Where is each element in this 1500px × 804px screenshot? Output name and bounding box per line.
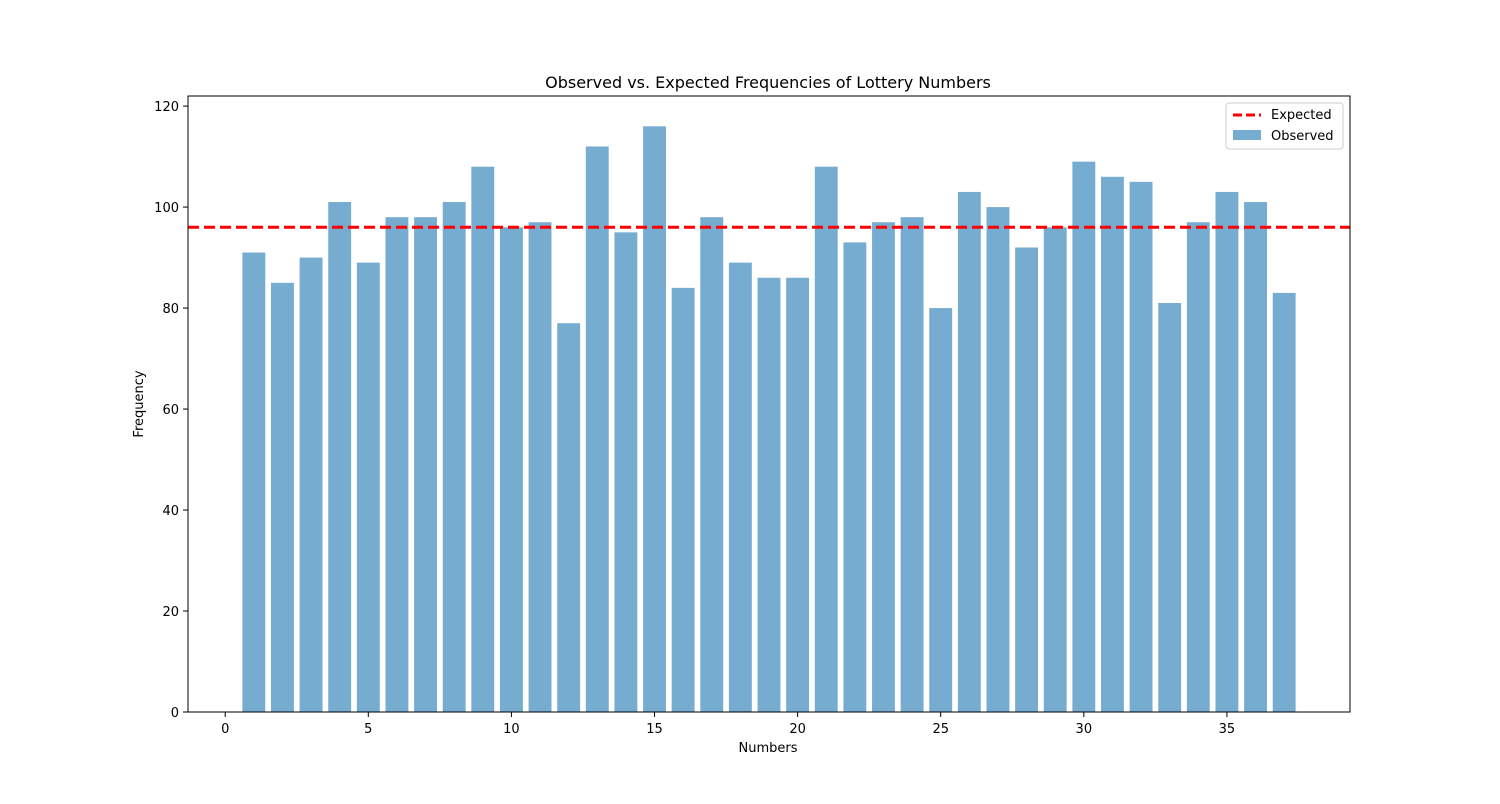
x-axis-ticks: 0 5 10 15 20 25 30 35 — [221, 712, 1235, 737]
y-tick-label-100: 100 — [154, 201, 179, 216]
bar-number-25 — [929, 308, 953, 712]
bar-number-28 — [1015, 247, 1039, 713]
y-tick-label-60: 60 — [162, 403, 179, 418]
bar-number-35 — [1215, 191, 1239, 712]
plot-frame — [187, 95, 1351, 713]
y-tick-label-0: 0 — [171, 706, 179, 721]
bar-number-37 — [1272, 292, 1296, 712]
x-tick-label-15: 15 — [646, 722, 663, 737]
bar-number-21 — [814, 166, 838, 712]
bar-number-2 — [271, 282, 294, 712]
legend-observed-label: Observed — [1271, 129, 1334, 144]
bar-number-6 — [385, 217, 409, 712]
bar-number-17 — [700, 217, 724, 712]
bar-number-33 — [1158, 303, 1182, 712]
bar-number-11 — [528, 222, 552, 713]
y-axis-ticks: 0 20 40 60 80 100 120 — [154, 100, 188, 721]
bar-number-22 — [843, 242, 867, 712]
chart-title: Observed vs. Expected Frequencies of Lot… — [545, 73, 991, 92]
legend-observed-swatch — [1233, 130, 1261, 140]
x-tick-label-10: 10 — [503, 722, 520, 737]
x-tick-label-20: 20 — [789, 722, 806, 737]
x-axis-label: Numbers — [739, 741, 798, 756]
bar-number-18 — [728, 262, 752, 712]
bar-number-36 — [1244, 202, 1267, 712]
bar-number-7 — [414, 217, 437, 712]
y-tick-label-20: 20 — [162, 605, 179, 620]
x-tick-label-5: 5 — [364, 722, 372, 737]
y-axis-label: Frequency — [132, 370, 147, 437]
bar-number-29 — [1043, 227, 1067, 712]
bar-number-15 — [643, 126, 666, 713]
bar-number-9 — [471, 166, 495, 712]
bar-number-13 — [585, 146, 609, 713]
legend-expected-label: Expected — [1271, 108, 1332, 123]
y-tick-label-40: 40 — [162, 504, 179, 519]
bar-number-4 — [328, 202, 352, 712]
bar-number-8 — [442, 202, 466, 712]
x-tick-label-30: 30 — [1076, 722, 1093, 737]
bar-number-19 — [757, 277, 781, 712]
bar-number-27 — [986, 207, 1010, 712]
x-tick-label-0: 0 — [221, 722, 229, 737]
bar-number-14 — [614, 232, 638, 712]
y-tick-label-80: 80 — [162, 302, 179, 317]
x-tick-label-25: 25 — [932, 722, 949, 737]
bars-layer — [242, 126, 1296, 713]
y-tick-label-120: 120 — [154, 100, 179, 115]
bar-number-32 — [1129, 181, 1153, 713]
bar-number-34 — [1186, 222, 1210, 713]
bar-number-24 — [900, 217, 924, 712]
bar-number-20 — [786, 277, 810, 712]
bar-number-23 — [872, 222, 895, 713]
bar-number-16 — [671, 287, 695, 712]
bar-number-3 — [299, 257, 323, 712]
bar-number-30 — [1072, 161, 1096, 712]
bar-number-10 — [499, 227, 523, 712]
bar-number-31 — [1101, 176, 1124, 713]
x-tick-label-35: 35 — [1219, 722, 1236, 737]
bar-number-12 — [557, 323, 581, 712]
bar-number-26 — [957, 191, 981, 712]
bar-number-5 — [356, 262, 380, 712]
bar-number-1 — [242, 252, 266, 712]
legend: Expected Observed — [1225, 102, 1344, 150]
